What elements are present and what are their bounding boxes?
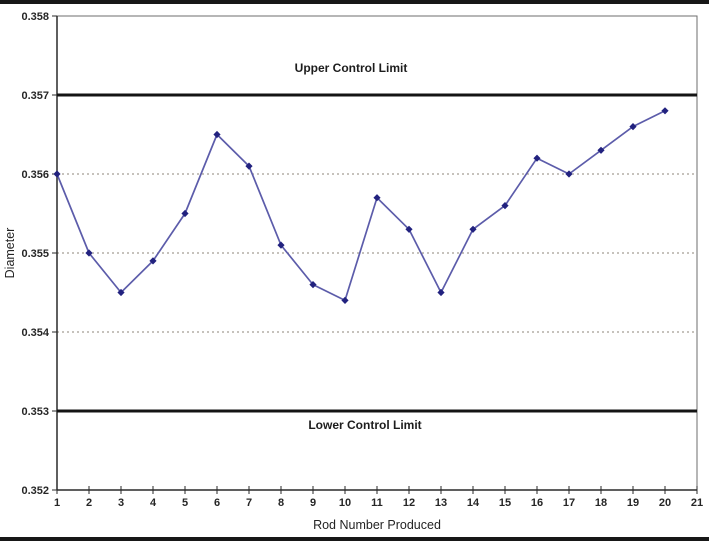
x-tick-label: 4	[150, 497, 157, 509]
x-tick-label: 12	[403, 497, 415, 509]
diameter-series-line	[56, 110, 666, 302]
x-tick-label: 3	[118, 497, 124, 509]
upper-control-limit-label: Upper Control Limit	[294, 61, 408, 75]
data-point-marker	[565, 170, 573, 178]
data-point-marker	[181, 209, 189, 218]
x-tick-label: 16	[531, 497, 543, 509]
bottom-rule	[0, 537, 709, 541]
data-point-marker	[149, 257, 157, 265]
data-point-marker	[437, 288, 445, 297]
y-tick-label: 0.357	[21, 90, 49, 102]
y-tick-label: 0.358	[21, 11, 49, 23]
x-tick-label: 7	[246, 497, 252, 509]
x-tick-label: 9	[310, 497, 316, 509]
plot-border	[57, 15, 698, 490]
y-tick-label: 0.355	[21, 248, 49, 260]
lower-control-limit-label: Lower Control Limit	[308, 418, 422, 432]
data-point-marker	[597, 146, 605, 154]
y-axis-title: Diameter	[3, 227, 17, 279]
x-tick-label: 13	[435, 497, 447, 509]
data-point-marker	[309, 281, 317, 289]
x-tick-label: 10	[339, 497, 351, 509]
x-tick-label: 15	[499, 497, 511, 509]
top-rule	[0, 0, 709, 4]
x-tick-label: 21	[691, 497, 703, 509]
data-point-marker	[341, 296, 349, 304]
x-tick-label: 20	[659, 497, 671, 509]
x-tick-label: 11	[371, 497, 383, 509]
data-point-marker	[533, 154, 541, 162]
data-point-marker	[277, 241, 285, 249]
x-tick-label: 17	[563, 497, 575, 509]
x-tick-label: 2	[86, 497, 92, 509]
data-point-marker	[405, 225, 413, 233]
data-point-marker	[213, 130, 221, 139]
x-tick-label: 19	[627, 497, 639, 509]
y-tick-label: 0.353	[21, 406, 49, 418]
data-point-marker	[373, 194, 381, 202]
data-point-marker	[629, 123, 637, 131]
x-tick-label: 5	[182, 497, 188, 509]
data-point-marker	[245, 162, 253, 170]
data-point-marker	[501, 202, 509, 210]
y-tick-label: 0.354	[21, 327, 49, 339]
x-tick-label: 14	[467, 497, 480, 509]
x-axis-title: Rod Number Produced	[313, 518, 441, 532]
data-point-marker	[53, 170, 61, 178]
y-tick-label: 0.356	[21, 169, 49, 181]
data-point-marker	[117, 288, 125, 297]
y-tick-label: 0.352	[21, 485, 49, 497]
data-point-marker	[469, 225, 477, 233]
data-point-marker	[661, 107, 669, 115]
x-tick-label: 1	[54, 497, 60, 509]
x-tick-label: 8	[278, 497, 284, 509]
x-tick-label: 6	[214, 497, 220, 509]
data-point-marker	[85, 249, 93, 257]
x-tick-label: 18	[595, 497, 607, 509]
